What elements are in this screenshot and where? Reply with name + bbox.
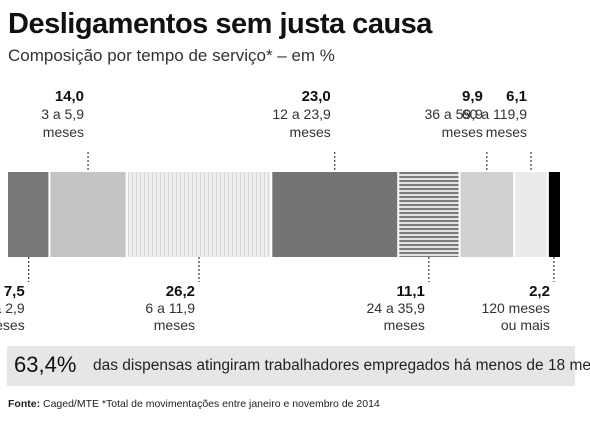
category-label: 24 a 35,9: [367, 300, 426, 316]
callout-text: das dispensas atingiram trabalhadores em…: [93, 357, 590, 374]
bar-segment-12-a-23-9: [271, 172, 399, 257]
category-label: 36 a 59,9: [424, 106, 483, 122]
category-label: 1 a 2,9: [0, 300, 25, 316]
value-label: 26,2: [166, 283, 195, 300]
value-label: 7,5: [4, 283, 25, 300]
segment-separator: [270, 172, 273, 257]
segment-separator: [546, 172, 549, 257]
bar-segment-3-a-5-9: [49, 172, 127, 257]
value-label: 11,1: [397, 283, 425, 300]
category-label: 12 a 23,9: [272, 106, 331, 122]
chart-subtitle: Composição por tempo de serviço* – em %: [8, 46, 335, 65]
chart-title: Desligamentos sem justa causa: [8, 8, 432, 40]
segment-separator: [48, 172, 51, 257]
source-note: Fonte: Caged/MTE *Total de movimentações…: [8, 398, 380, 410]
value-label: 2,2: [529, 283, 550, 300]
bar-segment-24-a-35-9: [398, 172, 460, 257]
value-label: 14,0: [55, 88, 84, 105]
category-label: meses: [486, 124, 527, 140]
category-label: meses: [442, 124, 483, 140]
highlight-callout: 63,4% das dispensas atingiram trabalhado…: [7, 346, 590, 386]
category-label: ou mais: [501, 317, 550, 333]
segment-separator: [458, 172, 461, 257]
value-label: 6,1: [506, 88, 527, 105]
value-label: 23,0: [302, 88, 331, 105]
category-label: 120 meses: [481, 300, 549, 316]
bar-segment-36-a-59-9: [459, 172, 515, 257]
callout-percentage: 63,4%: [14, 352, 77, 377]
category-label: 60 a 119,9: [462, 106, 527, 122]
value-label: 9,9: [462, 88, 483, 105]
category-label: 3 a 5,9: [41, 106, 84, 122]
category-label: meses: [154, 317, 195, 333]
category-label: meses: [384, 317, 425, 333]
bar-segment-60-a-119-9: [514, 172, 548, 257]
category-label: meses: [0, 317, 25, 333]
category-label: meses: [290, 124, 331, 140]
segment-separator: [397, 172, 400, 257]
category-label: 6 a 11,9: [145, 300, 195, 316]
bar-segment-1-a-2-9: [8, 172, 50, 257]
category-label: meses: [43, 124, 84, 140]
segment-separator: [513, 172, 516, 257]
bar-segment-120-ou-mais: [547, 172, 560, 257]
bar-segment-6-a-11-9: [126, 172, 272, 257]
segment-separator: [125, 172, 128, 257]
